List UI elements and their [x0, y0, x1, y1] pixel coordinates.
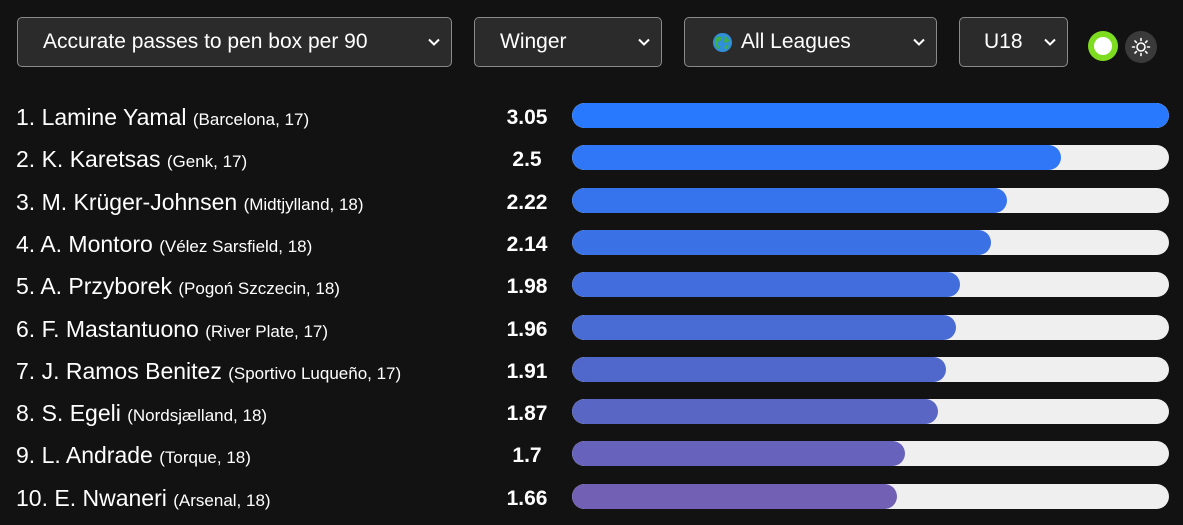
bar-fill: [572, 483, 897, 509]
ranking-row: 10. E. Nwaneri (Arsenal, 18) 1.66: [0, 481, 1183, 517]
ranking-row: 5. A. Przyborek (Pogoń Szczecin, 18) 1.98: [0, 269, 1183, 305]
chevron-down-icon: [428, 38, 440, 46]
bar-fill: [572, 356, 946, 382]
metric-value: 3.05: [506, 106, 548, 129]
metric-value: 1.66: [506, 486, 548, 510]
metric-value: 1.98: [506, 275, 548, 299]
bar-fill: [572, 187, 1007, 213]
age-select[interactable]: U18: [959, 17, 1068, 67]
metric-value: 1.96: [506, 317, 548, 341]
bar-fill: [572, 441, 905, 467]
player-name-text: F. Mastantuono: [41, 315, 199, 342]
player-name: 5. A. Przyborek (Pogoń Szczecin, 18): [16, 273, 340, 300]
metric-value: 1.87: [506, 402, 548, 426]
sun-icon: [1131, 37, 1151, 57]
player-name: 7. J. Ramos Benitez (Sportivo Luqueño, 1…: [16, 358, 401, 385]
league-select-label: All Leagues: [741, 30, 851, 53]
ranking-row: 8. S. Egeli (Nordsjælland, 18) 1.87: [0, 396, 1183, 432]
bar-track: [572, 399, 1169, 425]
player-team: (Nordsjælland, 18): [127, 406, 268, 426]
globe-icon: [712, 32, 733, 52]
position-select[interactable]: Winger: [474, 17, 662, 67]
player-name: 1. Lamine Yamal (Barcelona, 17): [16, 104, 309, 131]
player-rank: 9.: [16, 442, 36, 469]
chevron-down-icon: [1044, 38, 1056, 46]
theme-toggle-button[interactable]: [1125, 31, 1157, 63]
bar-track: [572, 229, 1169, 255]
bar-track: [572, 272, 1169, 298]
bar-fill: [572, 272, 960, 298]
chevron-down-icon: [638, 38, 650, 46]
player-name: 9. L. Andrade (Torque, 18): [16, 442, 251, 469]
ranking-row: 4. A. Montoro (Vélez Sarsfield, 18) 2.14: [0, 227, 1183, 263]
player-team: (River Plate, 17): [205, 321, 329, 341]
bar-fill: [572, 103, 1169, 128]
bar-track: [572, 441, 1169, 467]
age-select-label: U18: [984, 30, 1023, 53]
player-name: 2. K. Karetsas (Genk, 17): [16, 146, 247, 173]
player-name-text: J. Ramos Benitez: [41, 357, 222, 384]
bar-fill: [572, 314, 956, 340]
player-team: (Pogoń Szczecin, 18): [178, 279, 340, 299]
ranking-row: 9. L. Andrade (Torque, 18) 1.7: [0, 438, 1183, 474]
toggle-knob: [1094, 37, 1112, 55]
ranking-row: 2. K. Karetsas (Genk, 17) 2.5: [0, 142, 1183, 178]
player-team: (Torque, 18): [159, 448, 251, 468]
metric-value: 1.7: [512, 444, 542, 468]
ranking-row: 7. J. Ramos Benitez (Sportivo Luqueño, 1…: [0, 354, 1183, 390]
player-rank: 6.: [16, 315, 36, 342]
player-rank: 1.: [16, 104, 36, 130]
player-rank: 7.: [16, 357, 36, 384]
player-rank: 3.: [16, 188, 36, 215]
bar-track: [572, 314, 1169, 340]
player-name: 3. M. Krüger-Johnsen (Midtjylland, 18): [16, 189, 364, 216]
player-team: (Sportivo Luqueño, 17): [228, 363, 402, 383]
metric-select-label: Accurate passes to pen box per 90: [43, 30, 368, 53]
player-name-text: A. Przyborek: [40, 273, 172, 300]
position-select-label: Winger: [500, 30, 567, 53]
player-rank: 8.: [16, 400, 36, 427]
bar-fill: [572, 399, 939, 425]
metric-value: 2.22: [506, 190, 548, 214]
player-name-text: K. Karetsas: [41, 146, 161, 173]
player-name: 10. E. Nwaneri (Arsenal, 18): [16, 485, 271, 512]
player-rank: 2.: [16, 146, 36, 173]
metric-select[interactable]: Accurate passes to pen box per 90: [17, 17, 452, 67]
player-team: (Barcelona, 17): [192, 110, 310, 129]
player-name-text: E. Nwaneri: [54, 484, 167, 511]
bar-track: [572, 483, 1169, 509]
metric-value: 2.14: [506, 232, 548, 256]
player-name: 8. S. Egeli (Nordsjælland, 18): [16, 400, 267, 427]
player-name-text: A. Montoro: [40, 230, 153, 257]
player-name-text: L. Andrade: [41, 442, 153, 469]
ranking-row: 3. M. Krüger-Johnsen (Midtjylland, 18) 2.…: [0, 185, 1183, 221]
bar-fill: [572, 229, 991, 255]
bar-track: [572, 356, 1169, 382]
metric-value: 1.91: [506, 359, 548, 383]
player-team: (Midtjylland, 18): [243, 194, 364, 214]
player-name-text: Lamine Yamal: [41, 104, 187, 130]
filter-toolbar: Accurate passes to pen box per 90 Winger…: [17, 17, 1167, 69]
player-rank: 5.: [16, 273, 36, 300]
player-name: 6. F. Mastantuono (River Plate, 17): [16, 316, 328, 343]
player-name-text: S. Egeli: [41, 400, 121, 427]
ranking-row: 1. Lamine Yamal (Barcelona, 17) 3.05: [0, 100, 1183, 136]
ranking-row: 6. F. Mastantuono (River Plate, 17) 1.96: [0, 312, 1183, 348]
league-select[interactable]: All Leagues: [684, 17, 937, 67]
bar-track: [572, 187, 1169, 213]
bar-track: [572, 145, 1169, 171]
player-team: (Genk, 17): [166, 152, 248, 172]
toggle-switch[interactable]: [1088, 31, 1118, 61]
player-name-text: M. Krüger-Johnsen: [41, 188, 238, 215]
player-rank: 10.: [16, 484, 48, 511]
chevron-down-icon: [913, 38, 925, 46]
player-team: (Vélez Sarsfield, 18): [159, 236, 313, 256]
player-name: 4. A. Montoro (Vélez Sarsfield, 18): [16, 231, 312, 258]
metric-value: 2.5: [512, 148, 542, 172]
bar-track: [572, 103, 1169, 128]
bar-fill: [572, 145, 1062, 171]
player-team: (Arsenal, 18): [173, 490, 271, 510]
player-rank: 4.: [16, 230, 36, 257]
